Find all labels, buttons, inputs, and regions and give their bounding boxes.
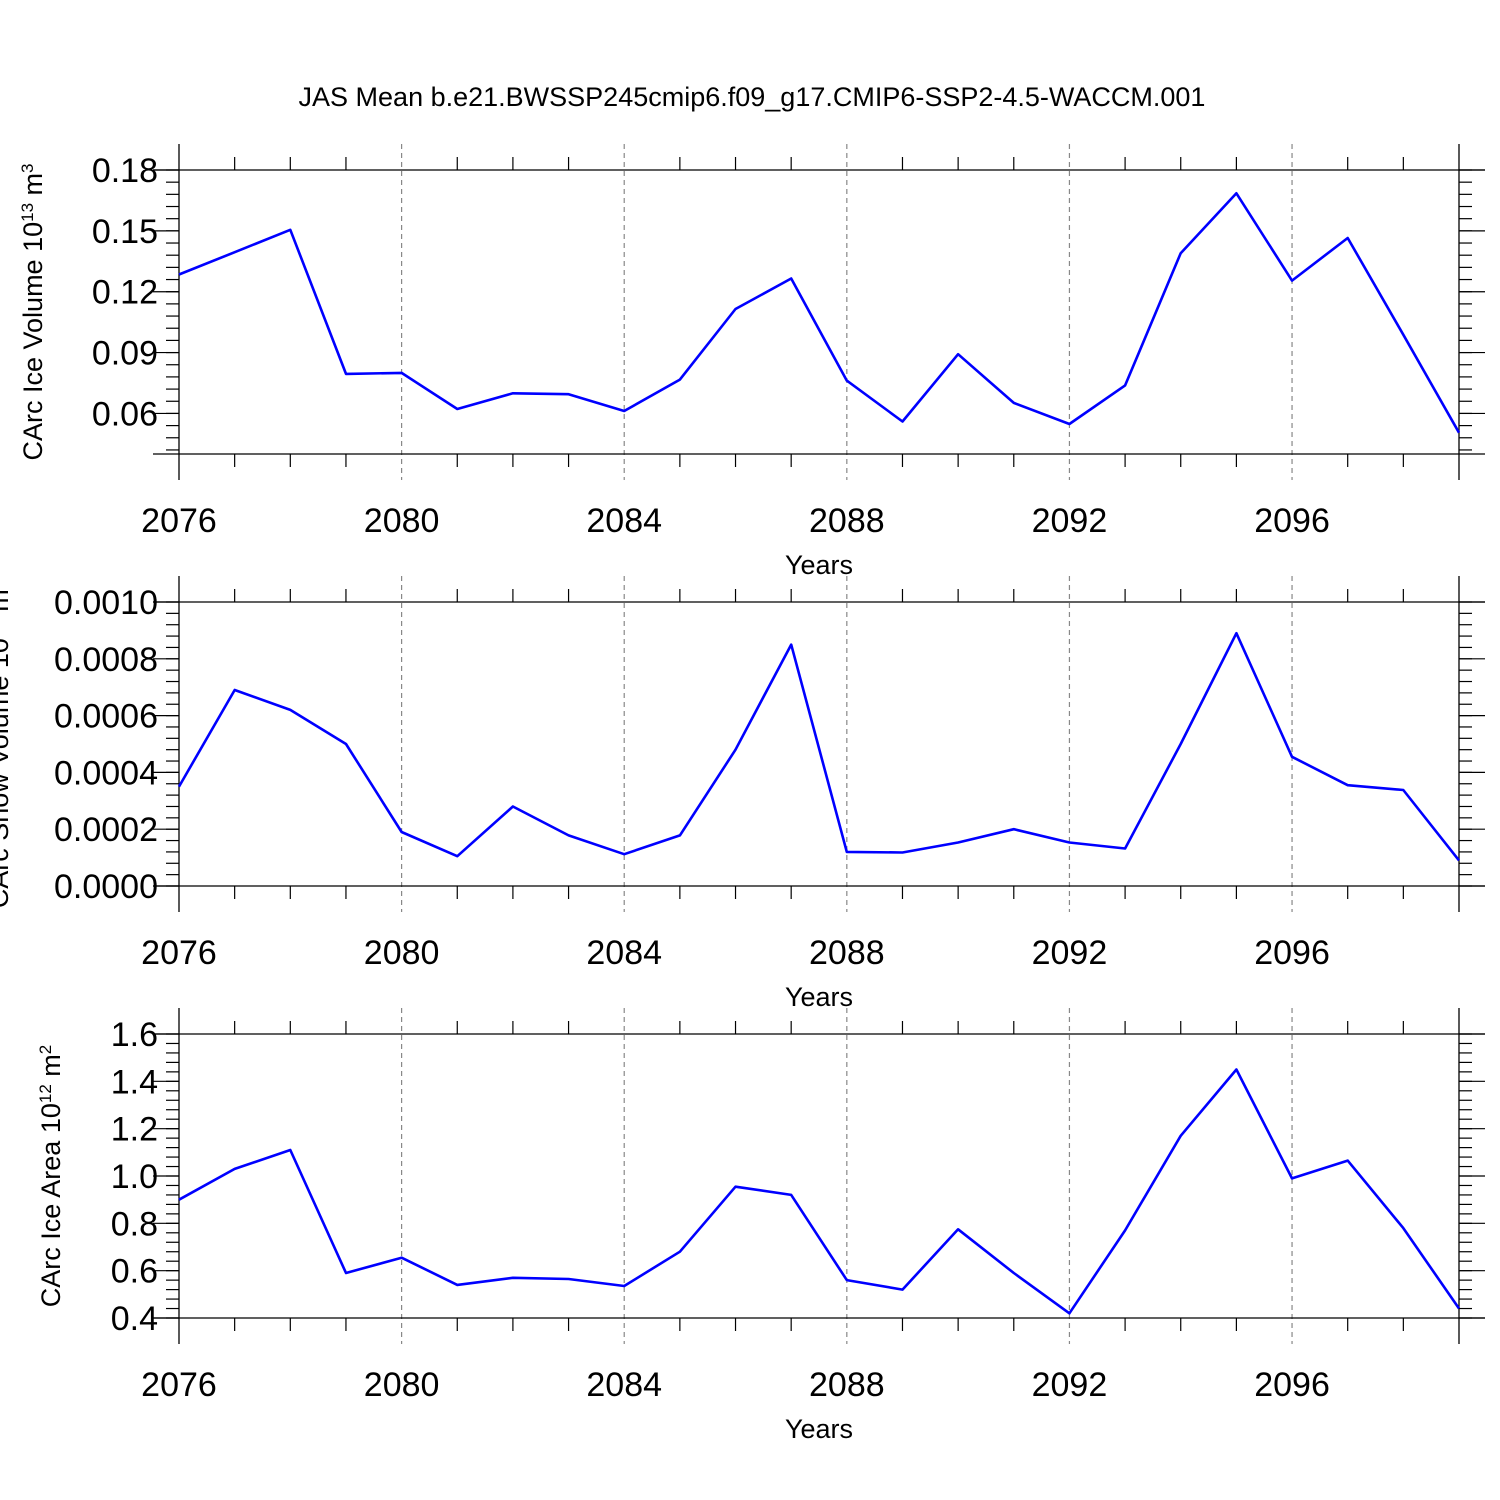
panel-1-xtick-label: 2092 bbox=[1032, 502, 1108, 540]
panel-2-xtick-label: 2080 bbox=[364, 934, 440, 972]
panel-1-ytick-label: 0.12 bbox=[92, 274, 158, 312]
panel-1-ylabel-part: 13 bbox=[18, 203, 37, 222]
panel-3-ytick-label: 0.8 bbox=[111, 1205, 158, 1243]
panel-1-xtick-label: 2076 bbox=[141, 502, 217, 540]
panel-1-xlabel: Years bbox=[785, 550, 853, 580]
panel-3-xlabel: Years bbox=[785, 1414, 853, 1444]
panel-3-ylabel-part: CArc Ice Area 10 bbox=[36, 1103, 66, 1307]
panel-3-ylabel-part: 2 bbox=[36, 1045, 55, 1054]
panel-2-ylabel-part: 13 bbox=[0, 619, 3, 638]
panel-3-ylabel-part: m bbox=[36, 1054, 66, 1084]
panel-1-xtick-label: 2084 bbox=[586, 502, 662, 540]
panel-3-xtick-label: 2088 bbox=[809, 1366, 885, 1404]
panel-2-ytick-label: 0.0008 bbox=[54, 641, 158, 679]
panel-1-ytick-label: 0.18 bbox=[92, 152, 158, 190]
panel-1-ylabel-part: m bbox=[18, 173, 48, 203]
panel-3-xtick-label: 2080 bbox=[364, 1366, 440, 1404]
panel-2-xlabel: Years bbox=[785, 982, 853, 1012]
panel-2-ytick-label: 0.0010 bbox=[54, 584, 158, 622]
panel-3-xtick-label: 2084 bbox=[586, 1366, 662, 1404]
panel-3-ytick-label: 0.4 bbox=[111, 1300, 158, 1338]
chart-title: JAS Mean b.e21.BWSSP245cmip6.f09_g17.CMI… bbox=[299, 82, 1206, 112]
panel-2-series-line bbox=[177, 631, 1461, 862]
panel-2-ytick-label: 0.0000 bbox=[54, 868, 158, 906]
panel-2-ytick-label: 0.0002 bbox=[54, 811, 158, 849]
panel-1: 0.18 0.15 0.12 0.09 0.06 2076 2080 2084 2088 2092… bbox=[18, 144, 1485, 580]
panel-2-xtick-label: 2088 bbox=[809, 934, 885, 972]
panel-3: 1.6 1.4 1.2 1.0 0.8 0.6 0.4 2076 2080 2084 2088 209… bbox=[36, 1008, 1485, 1444]
panel-2-ytick-label: 0.0006 bbox=[54, 698, 158, 736]
panel-2-ylabel-part: CArc Snow Volume 10 bbox=[0, 638, 14, 908]
panel-3-ytick-label: 1.6 bbox=[111, 1016, 158, 1054]
panel-3-xtick-label: 2096 bbox=[1254, 1366, 1330, 1404]
panel-3-series-line bbox=[178, 1068, 1461, 1315]
panel-3-xtick-label: 2092 bbox=[1032, 1366, 1108, 1404]
panel-2: 0.0010 0.0008 0.0006 0.0004 0.0002 0.0000 2076… bbox=[0, 576, 1485, 1012]
panel-2-ylabel-part: 3 bbox=[0, 580, 3, 589]
panel-1-ylabel: CArc Ice Volume 1013 m3 bbox=[18, 163, 49, 460]
panel-2-xtick-label: 2084 bbox=[586, 934, 662, 972]
panel-2-ytick-label: 0.0004 bbox=[54, 754, 158, 792]
panel-3-ytick-label: 0.6 bbox=[111, 1253, 158, 1291]
panel-1-xtick-label: 2088 bbox=[809, 502, 885, 540]
panel-3-ytick-label: 1.4 bbox=[111, 1063, 158, 1101]
panel-2-ylabel: CArc Snow Volume 1013 m3 bbox=[0, 580, 14, 909]
panel-1-xtick-label: 2096 bbox=[1254, 502, 1330, 540]
panel-1-ylabel-part: 3 bbox=[18, 163, 37, 172]
panel-2-xtick-label: 2076 bbox=[141, 934, 217, 972]
panel-3-ytick-label: 1.0 bbox=[111, 1158, 158, 1196]
panel-1-ytick-label: 0.06 bbox=[92, 395, 158, 433]
panel-1-ytick-label: 0.09 bbox=[92, 335, 158, 373]
panel-1-ytick-label: 0.15 bbox=[92, 213, 158, 251]
panel-1-series-line bbox=[178, 192, 1461, 434]
panel-3-ylabel: CArc Ice Area 1012 m2 bbox=[36, 1045, 67, 1308]
panel-3-ylabel-part: 12 bbox=[36, 1084, 55, 1103]
panel-3-xtick-label: 2076 bbox=[141, 1366, 217, 1404]
panel-2-xtick-label: 2096 bbox=[1254, 934, 1330, 972]
panel-2-ylabel-part: m bbox=[0, 589, 14, 619]
panel-2-xtick-label: 2092 bbox=[1032, 934, 1108, 972]
chart-panels: 0.18 0.15 0.12 0.09 0.06 2076 2080 2084 2088 2092… bbox=[0, 144, 1485, 1444]
panel-3-ytick-label: 1.2 bbox=[111, 1111, 158, 1149]
panel-1-ylabel-part: CArc Ice Volume 10 bbox=[18, 222, 48, 461]
panel-1-xtick-label: 2080 bbox=[364, 502, 440, 540]
